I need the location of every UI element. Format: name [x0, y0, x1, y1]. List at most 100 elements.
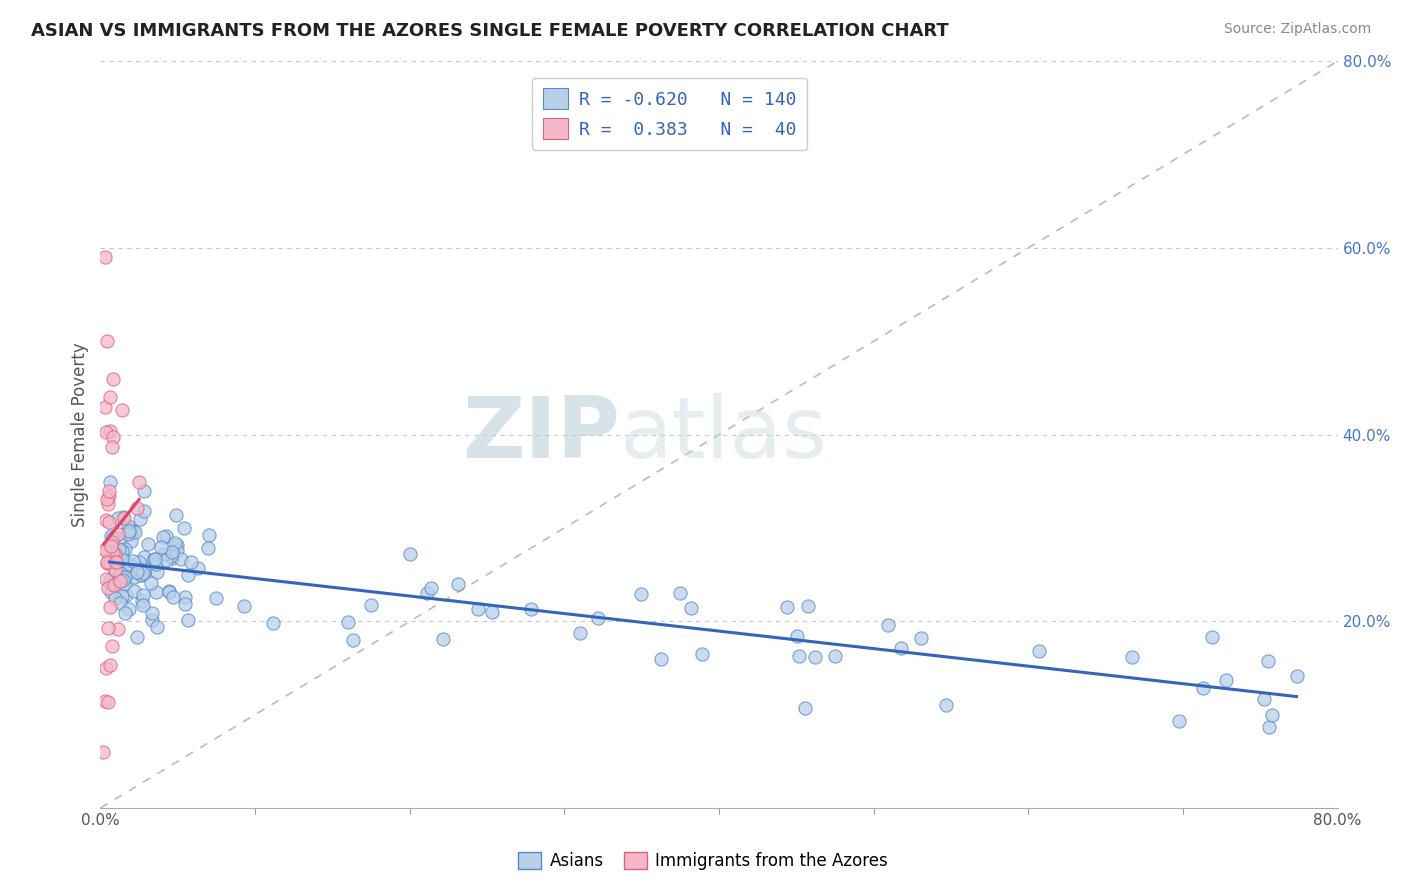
- Point: [910, 631, 932, 645]
- Point: [100, 440, 122, 454]
- Point: [145, 557, 167, 571]
- Point: [127, 500, 149, 515]
- Point: [111, 552, 134, 566]
- Point: [128, 562, 150, 576]
- Point: [360, 598, 382, 612]
- Point: [97, 621, 120, 635]
- Point: [117, 567, 139, 582]
- Point: [107, 511, 129, 525]
- Point: [94, 693, 117, 707]
- Point: [803, 650, 825, 665]
- Point: [681, 601, 703, 615]
- Point: [150, 541, 173, 555]
- Point: [205, 591, 228, 605]
- Point: [1261, 708, 1284, 723]
- Point: [105, 555, 128, 569]
- Point: [134, 566, 156, 581]
- Point: [1215, 673, 1237, 688]
- Point: [124, 525, 146, 540]
- Point: [98, 573, 121, 587]
- Point: [166, 543, 188, 558]
- Point: [98, 576, 121, 591]
- Point: [110, 597, 132, 611]
- Point: [159, 549, 181, 563]
- Point: [104, 548, 127, 562]
- Point: [166, 538, 188, 552]
- Point: [100, 529, 122, 543]
- Point: [173, 590, 195, 604]
- Point: [586, 611, 609, 625]
- Point: [98, 599, 121, 614]
- Point: [108, 566, 131, 580]
- Y-axis label: Single Female Poverty: Single Female Poverty: [72, 343, 89, 527]
- Point: [103, 540, 125, 554]
- Point: [173, 521, 195, 535]
- Point: [786, 629, 808, 643]
- Point: [98, 541, 121, 555]
- Point: [125, 565, 148, 579]
- Point: [420, 582, 443, 596]
- Point: [398, 547, 420, 561]
- Point: [98, 556, 121, 570]
- Point: [132, 598, 155, 612]
- Point: [94, 425, 117, 439]
- Point: [650, 652, 672, 666]
- Point: [112, 510, 135, 524]
- Text: ZIP: ZIP: [463, 393, 620, 476]
- Point: [131, 566, 153, 581]
- Point: [336, 615, 359, 629]
- Point: [125, 630, 148, 644]
- Point: [131, 594, 153, 608]
- Point: [114, 541, 136, 556]
- Point: [132, 588, 155, 602]
- Point: [117, 557, 139, 571]
- Point: [177, 567, 200, 582]
- Point: [98, 658, 121, 673]
- Point: [120, 534, 142, 549]
- Point: [114, 607, 136, 621]
- Text: Source: ZipAtlas.com: Source: ZipAtlas.com: [1223, 22, 1371, 37]
- Point: [94, 572, 117, 586]
- Point: [520, 601, 543, 615]
- Point: [97, 695, 120, 709]
- Point: [117, 527, 139, 541]
- Point: [143, 552, 166, 566]
- Point: [121, 553, 143, 567]
- Point: [129, 512, 152, 526]
- Point: [342, 633, 364, 648]
- Point: [100, 539, 122, 553]
- Point: [107, 527, 129, 541]
- Point: [96, 334, 118, 349]
- Point: [111, 403, 134, 417]
- Point: [876, 617, 898, 632]
- Point: [114, 576, 136, 591]
- Point: [94, 542, 117, 557]
- Point: [180, 555, 202, 569]
- Point: [1168, 714, 1191, 728]
- Point: [94, 513, 117, 527]
- Point: [114, 570, 136, 584]
- Point: [100, 585, 122, 599]
- Point: [118, 602, 141, 616]
- Point: [155, 553, 177, 567]
- Point: [447, 577, 470, 591]
- Legend: Asians, Immigrants from the Azores: Asians, Immigrants from the Azores: [512, 845, 894, 877]
- Point: [96, 491, 118, 506]
- Point: [143, 552, 166, 566]
- Text: atlas: atlas: [620, 393, 828, 476]
- Point: [98, 484, 121, 499]
- Point: [262, 615, 284, 630]
- Text: ASIAN VS IMMIGRANTS FROM THE AZORES SINGLE FEMALE POVERTY CORRELATION CHART: ASIAN VS IMMIGRANTS FROM THE AZORES SING…: [31, 22, 949, 40]
- Point: [118, 524, 141, 539]
- Point: [128, 475, 150, 490]
- Point: [162, 591, 184, 605]
- Point: [1028, 643, 1050, 657]
- Point: [100, 550, 122, 565]
- Point: [165, 508, 187, 523]
- Point: [1201, 630, 1223, 644]
- Point: [101, 531, 124, 545]
- Point: [935, 698, 957, 712]
- Point: [104, 591, 127, 605]
- Point: [111, 573, 134, 587]
- Point: [93, 745, 115, 759]
